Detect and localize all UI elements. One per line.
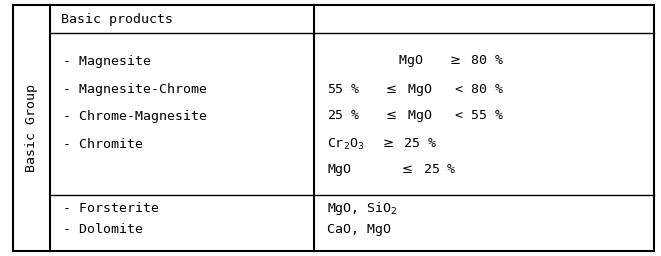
- Text: 55 %   $\leq$ MgO   < 80 %: 55 % $\leq$ MgO < 80 %: [327, 82, 505, 98]
- Text: MgO   $\geq$ 80 %: MgO $\geq$ 80 %: [327, 54, 505, 69]
- Text: - Magnesite-Chrome: - Magnesite-Chrome: [63, 83, 207, 96]
- Text: - Magnesite: - Magnesite: [63, 55, 151, 68]
- Text: - Forsterite: - Forsterite: [63, 202, 159, 215]
- Text: Basic Group: Basic Group: [25, 84, 38, 172]
- Text: - Chrome-Magnesite: - Chrome-Magnesite: [63, 110, 207, 123]
- Text: - Dolomite: - Dolomite: [63, 223, 143, 236]
- Text: CaO, MgO: CaO, MgO: [327, 223, 391, 236]
- Text: MgO      $\leq$ 25 %: MgO $\leq$ 25 %: [327, 162, 457, 178]
- Text: - Chromite: - Chromite: [63, 138, 143, 151]
- Text: 25 %   $\leq$ MgO   < 55 %: 25 % $\leq$ MgO < 55 %: [327, 109, 505, 124]
- Text: Cr$_2$O$_3$  $\geq$ 25 %: Cr$_2$O$_3$ $\geq$ 25 %: [327, 137, 438, 152]
- Text: Basic products: Basic products: [61, 13, 173, 26]
- Text: MgO, SiO$_2$: MgO, SiO$_2$: [327, 200, 398, 217]
